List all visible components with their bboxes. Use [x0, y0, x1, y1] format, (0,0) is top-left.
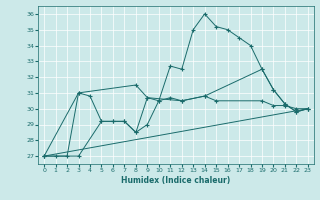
- X-axis label: Humidex (Indice chaleur): Humidex (Indice chaleur): [121, 176, 231, 185]
